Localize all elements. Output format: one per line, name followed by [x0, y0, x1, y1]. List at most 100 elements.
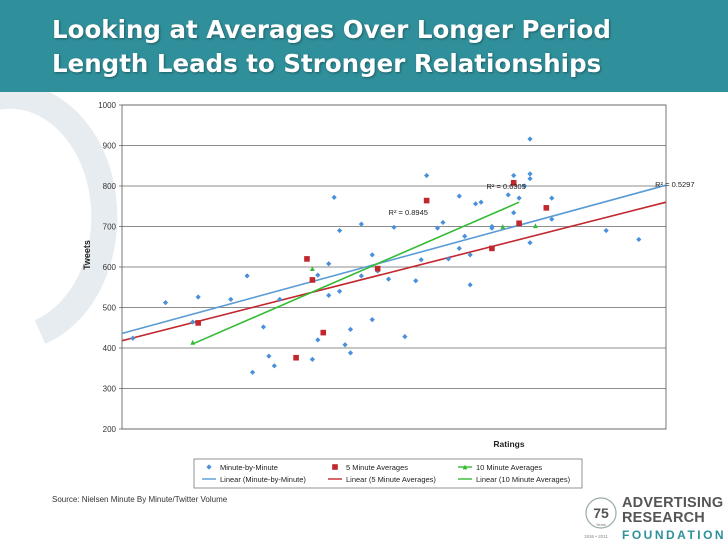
data-point — [434, 225, 441, 231]
r-squared-label: R² = 0.5297 — [655, 180, 694, 189]
data-point — [510, 179, 517, 186]
r-squared-label: R² = 0.8945 — [389, 208, 428, 217]
data-point — [424, 172, 430, 179]
data-point — [500, 224, 506, 229]
y-axis-label: Tweets — [82, 240, 92, 270]
data-point — [374, 265, 381, 272]
y-tick-label: 1000 — [98, 101, 116, 110]
legend-label: Linear (Minute-by-Minute) — [220, 475, 306, 484]
source-note: Source: Nielsen Minute By Minute/Twitter… — [52, 495, 228, 504]
data-point — [402, 334, 408, 340]
data-point — [331, 194, 337, 200]
data-point — [456, 193, 462, 199]
legend-item: 10 Minute Averages — [458, 463, 542, 472]
x-axis-label: Ratings — [493, 439, 524, 449]
legend-item: Minute-by-Minute — [206, 463, 278, 472]
legend-item: Linear (Minute-by-Minute) — [202, 475, 306, 484]
data-point — [162, 300, 169, 306]
data-point — [244, 273, 250, 279]
r-squared-label: R² = 0.6305 — [486, 182, 525, 191]
logo-line-1: ADVERTISING — [622, 495, 724, 511]
slide-title-line-1: Looking at Averages Over Longer Period — [52, 15, 611, 44]
data-point — [309, 356, 315, 362]
data-point — [347, 350, 354, 356]
data-point — [358, 221, 364, 227]
data-point — [516, 220, 522, 227]
legend-box — [193, 458, 583, 489]
data-point — [369, 317, 375, 323]
data-point — [347, 326, 354, 332]
data-point — [549, 195, 555, 201]
slide-title-line-2: Length Leads to Stronger Relationships — [52, 49, 602, 78]
y-tick-label: 500 — [103, 304, 117, 313]
data-point — [337, 288, 343, 294]
legend-marker — [332, 464, 338, 470]
y-tick-label: 400 — [103, 344, 117, 353]
data-point — [190, 319, 196, 325]
data-point — [440, 219, 446, 226]
legend-label: Linear (10 Minute Averages) — [476, 475, 571, 484]
data-point — [315, 337, 321, 343]
data-point — [315, 272, 321, 278]
data-point — [271, 363, 277, 369]
data-point — [511, 210, 517, 216]
data-point — [304, 256, 310, 262]
data-point — [527, 176, 533, 182]
legend-item: 5 Minute Averages — [332, 463, 408, 472]
data-point — [293, 354, 299, 361]
data-point — [467, 252, 473, 258]
data-point — [249, 369, 256, 375]
data-point — [456, 245, 462, 251]
legend-label: Minute-by-Minute — [220, 463, 278, 472]
y-tick-label: 700 — [103, 223, 117, 232]
data-point — [527, 171, 533, 177]
data-point — [266, 353, 272, 359]
data-point — [195, 320, 201, 326]
data-point — [462, 233, 468, 239]
badge-number: 75 — [593, 505, 609, 521]
data-point — [358, 273, 364, 279]
data-point — [467, 282, 473, 288]
legend-item: Linear (5 Minute Averages) — [328, 475, 436, 484]
data-point — [369, 252, 375, 258]
slide-title: Looking at Averages Over Longer Period L… — [52, 13, 712, 81]
data-point — [342, 342, 348, 348]
data-point — [228, 296, 234, 302]
data-point — [521, 183, 528, 189]
data-point — [636, 236, 642, 243]
data-point — [527, 240, 533, 246]
y-tick-label: 800 — [103, 182, 117, 191]
data-point — [516, 195, 522, 201]
data-point — [549, 216, 555, 222]
trendline — [192, 201, 520, 345]
data-point — [505, 192, 511, 198]
arf-logo: 75 Years ADVERTISING RESEARCH FOUNDATION… — [584, 493, 724, 543]
logo-line-3: FOUNDATION — [622, 528, 727, 542]
badge-year-range: 1936 • 2011 — [584, 534, 608, 539]
legend-label: 5 Minute Averages — [346, 463, 408, 472]
logo-line-2: RESEARCH — [622, 510, 705, 526]
data-point — [260, 324, 267, 330]
data-point — [511, 172, 517, 179]
y-tick-label: 200 — [103, 425, 117, 434]
title-banner — [0, 0, 728, 92]
legend-item: Linear (10 Minute Averages) — [458, 475, 571, 484]
data-point — [418, 257, 424, 263]
legend-marker — [462, 464, 468, 470]
y-tick-label: 900 — [103, 142, 117, 151]
data-point — [478, 199, 484, 205]
badge-years: Years — [596, 522, 606, 527]
trendline — [121, 201, 667, 342]
data-point — [603, 227, 609, 234]
data-point — [423, 197, 430, 204]
y-tick-label: 600 — [103, 263, 117, 272]
data-point — [391, 224, 397, 230]
data-point — [533, 223, 538, 229]
y-tick-label: 300 — [103, 385, 117, 394]
data-point — [413, 278, 419, 284]
data-point — [195, 294, 201, 300]
data-point — [326, 292, 332, 298]
data-point — [473, 201, 479, 207]
data-point — [489, 245, 495, 252]
data-point — [326, 261, 332, 267]
